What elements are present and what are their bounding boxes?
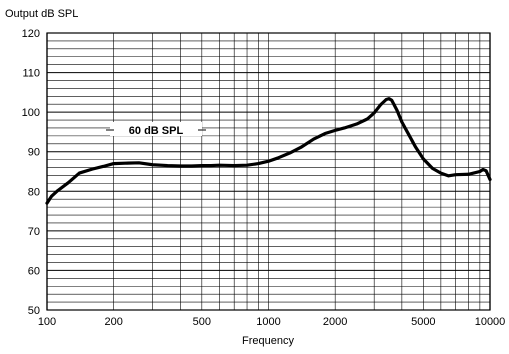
annotation-group: 60 dB SPL [106,122,206,137]
y-tick-label: 110 [22,68,40,80]
x-tick-label: 500 [193,316,211,328]
x-tick-label: 200 [104,316,122,328]
y-tick-label: 90 [28,147,40,159]
tick-label-layer: 50 60 70 80 90 100 110 120 100 200 500 1000 2000 5000… [22,28,506,328]
annotation-background [110,122,202,136]
x-tick-label: 5000 [411,316,435,328]
annotation-label: 60 dB SPL [129,125,184,137]
y-tick-label: 120 [22,28,40,40]
y-axis-title: Output dB SPL [5,8,78,20]
series-layer [45,97,492,205]
y-tick-label: 80 [28,186,40,198]
plot-frame [46,32,491,311]
y-tick-label: 60 [28,265,40,277]
y-tick-label: 70 [28,226,40,238]
grid-layer [46,32,491,311]
series-line [45,97,492,205]
x-tick-label: 10000 [475,316,506,328]
y-tick-label: 50 [28,305,40,317]
x-tick-label: 100 [38,316,56,328]
x-axis-title: Frequency [242,335,294,347]
y-tick-label: 100 [22,107,40,119]
x-tick-label: 1000 [256,316,280,328]
x-tick-label: 2000 [323,316,347,328]
